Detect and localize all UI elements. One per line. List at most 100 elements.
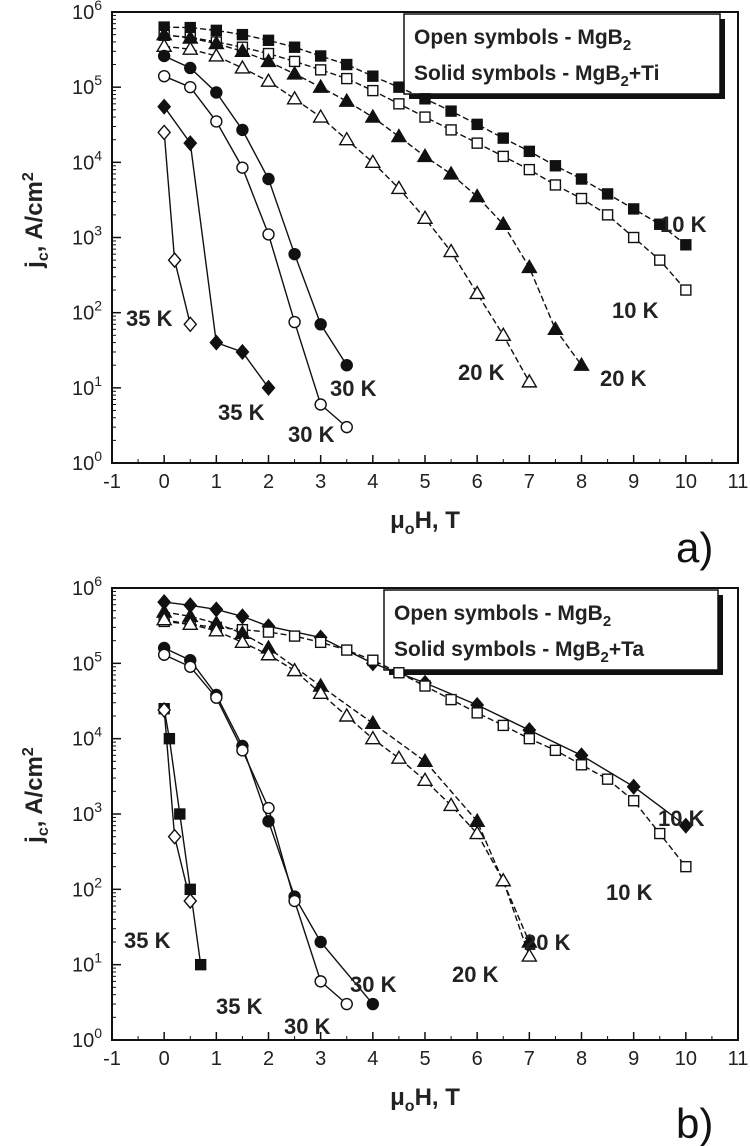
- data-point: [288, 630, 301, 642]
- data-point: [234, 59, 251, 74]
- data-point: [445, 124, 457, 136]
- data-point: [209, 601, 224, 618]
- data-point: [601, 773, 614, 785]
- data-point: [286, 65, 303, 80]
- data-point: [364, 730, 382, 745]
- data-point: [261, 379, 276, 396]
- x-tick-label: 5: [419, 1048, 430, 1070]
- series-open-circle-30k: 30 K: [157, 648, 353, 1039]
- x-tick-label: 3: [315, 471, 326, 493]
- data-point: [338, 92, 355, 107]
- data-point: [471, 118, 483, 131]
- curve-label: 35 K: [124, 928, 171, 953]
- data-point: [495, 215, 512, 230]
- data-point: [288, 55, 301, 68]
- curve-label: 30 K: [284, 1014, 331, 1039]
- data-point: [341, 72, 353, 85]
- data-point: [393, 98, 405, 110]
- data-point: [262, 801, 275, 815]
- data-point: [680, 284, 692, 296]
- x-tick-label: 10: [675, 471, 697, 493]
- data-point: [416, 209, 434, 225]
- y-tick-label: 100: [72, 448, 102, 475]
- data-point: [654, 827, 666, 840]
- data-point: [468, 812, 486, 828]
- x-tick-label: 6: [472, 471, 483, 493]
- data-point: [390, 749, 408, 764]
- x-axis-label: μoH, T: [390, 507, 460, 538]
- data-point: [442, 165, 460, 180]
- data-point: [654, 254, 666, 266]
- data-point: [573, 356, 590, 371]
- data-point: [157, 69, 171, 83]
- x-tick-label: -1: [103, 471, 121, 493]
- data-point: [654, 218, 666, 230]
- series-line: [163, 132, 191, 325]
- x-tick-label: 1: [211, 1048, 222, 1070]
- y-axis-label: jc, A/cm2: [20, 172, 52, 269]
- series-solid-square-10k: 10 K: [158, 21, 707, 251]
- series-line: [164, 611, 530, 943]
- data-point: [262, 172, 275, 186]
- data-point: [497, 719, 509, 732]
- data-point: [260, 53, 277, 68]
- y-tick-label: 104: [72, 724, 102, 751]
- data-point: [575, 192, 588, 205]
- data-point: [184, 61, 197, 75]
- data-point: [627, 795, 640, 807]
- y-tick-label: 100: [72, 1025, 102, 1052]
- legend-entry: Solid symbols - MgB2+Ta: [394, 638, 644, 666]
- data-point: [445, 693, 457, 706]
- data-point: [288, 247, 301, 261]
- data-point: [364, 714, 382, 729]
- data-point: [341, 58, 353, 71]
- y-tick-label: 105: [72, 72, 102, 99]
- curve-label: 35 K: [218, 400, 265, 425]
- data-point: [364, 153, 382, 169]
- series-open-circle-30k: 30 K: [157, 69, 353, 447]
- data-point: [314, 318, 327, 331]
- x-tick-label: 5: [419, 471, 430, 493]
- curve-label: 20 K: [458, 360, 505, 385]
- data-point: [575, 173, 588, 185]
- data-point: [419, 93, 431, 105]
- curve-label: 10 K: [606, 880, 653, 905]
- data-point: [497, 150, 509, 163]
- data-point: [547, 320, 564, 336]
- data-point: [314, 50, 327, 62]
- data-point: [157, 98, 172, 115]
- series-line: [163, 75, 348, 428]
- data-point: [390, 128, 408, 143]
- data-point: [314, 975, 327, 988]
- data-point: [157, 49, 171, 63]
- data-point: [194, 958, 207, 971]
- data-point: [236, 161, 249, 174]
- legend-entry: Open symbols - MgB2: [414, 26, 631, 54]
- series-solid-triangle-20k: 20 K: [155, 603, 571, 955]
- curve-label: 30 K: [288, 422, 335, 447]
- data-point: [393, 81, 405, 93]
- data-point: [341, 644, 353, 656]
- x-tick-label: 11: [728, 471, 749, 493]
- y-tick-label: 106: [72, 573, 102, 600]
- series-open-triangle-20k: 20 K: [155, 611, 538, 987]
- data-point: [183, 316, 198, 333]
- data-point: [208, 47, 225, 62]
- data-point: [210, 115, 223, 128]
- data-point: [163, 732, 176, 745]
- data-point: [236, 744, 249, 757]
- data-point: [234, 42, 251, 58]
- data-point: [627, 203, 640, 215]
- data-point: [155, 37, 173, 52]
- data-point: [601, 188, 614, 200]
- x-tick-label: 9: [628, 1048, 639, 1070]
- data-point: [314, 935, 327, 949]
- x-tick-label: 1: [211, 471, 222, 493]
- data-point: [468, 825, 486, 840]
- data-point: [288, 315, 301, 329]
- data-point: [495, 872, 512, 887]
- data-point: [174, 808, 186, 820]
- data-point: [495, 326, 512, 341]
- data-point: [521, 373, 538, 388]
- y-tick-label: 102: [72, 298, 102, 325]
